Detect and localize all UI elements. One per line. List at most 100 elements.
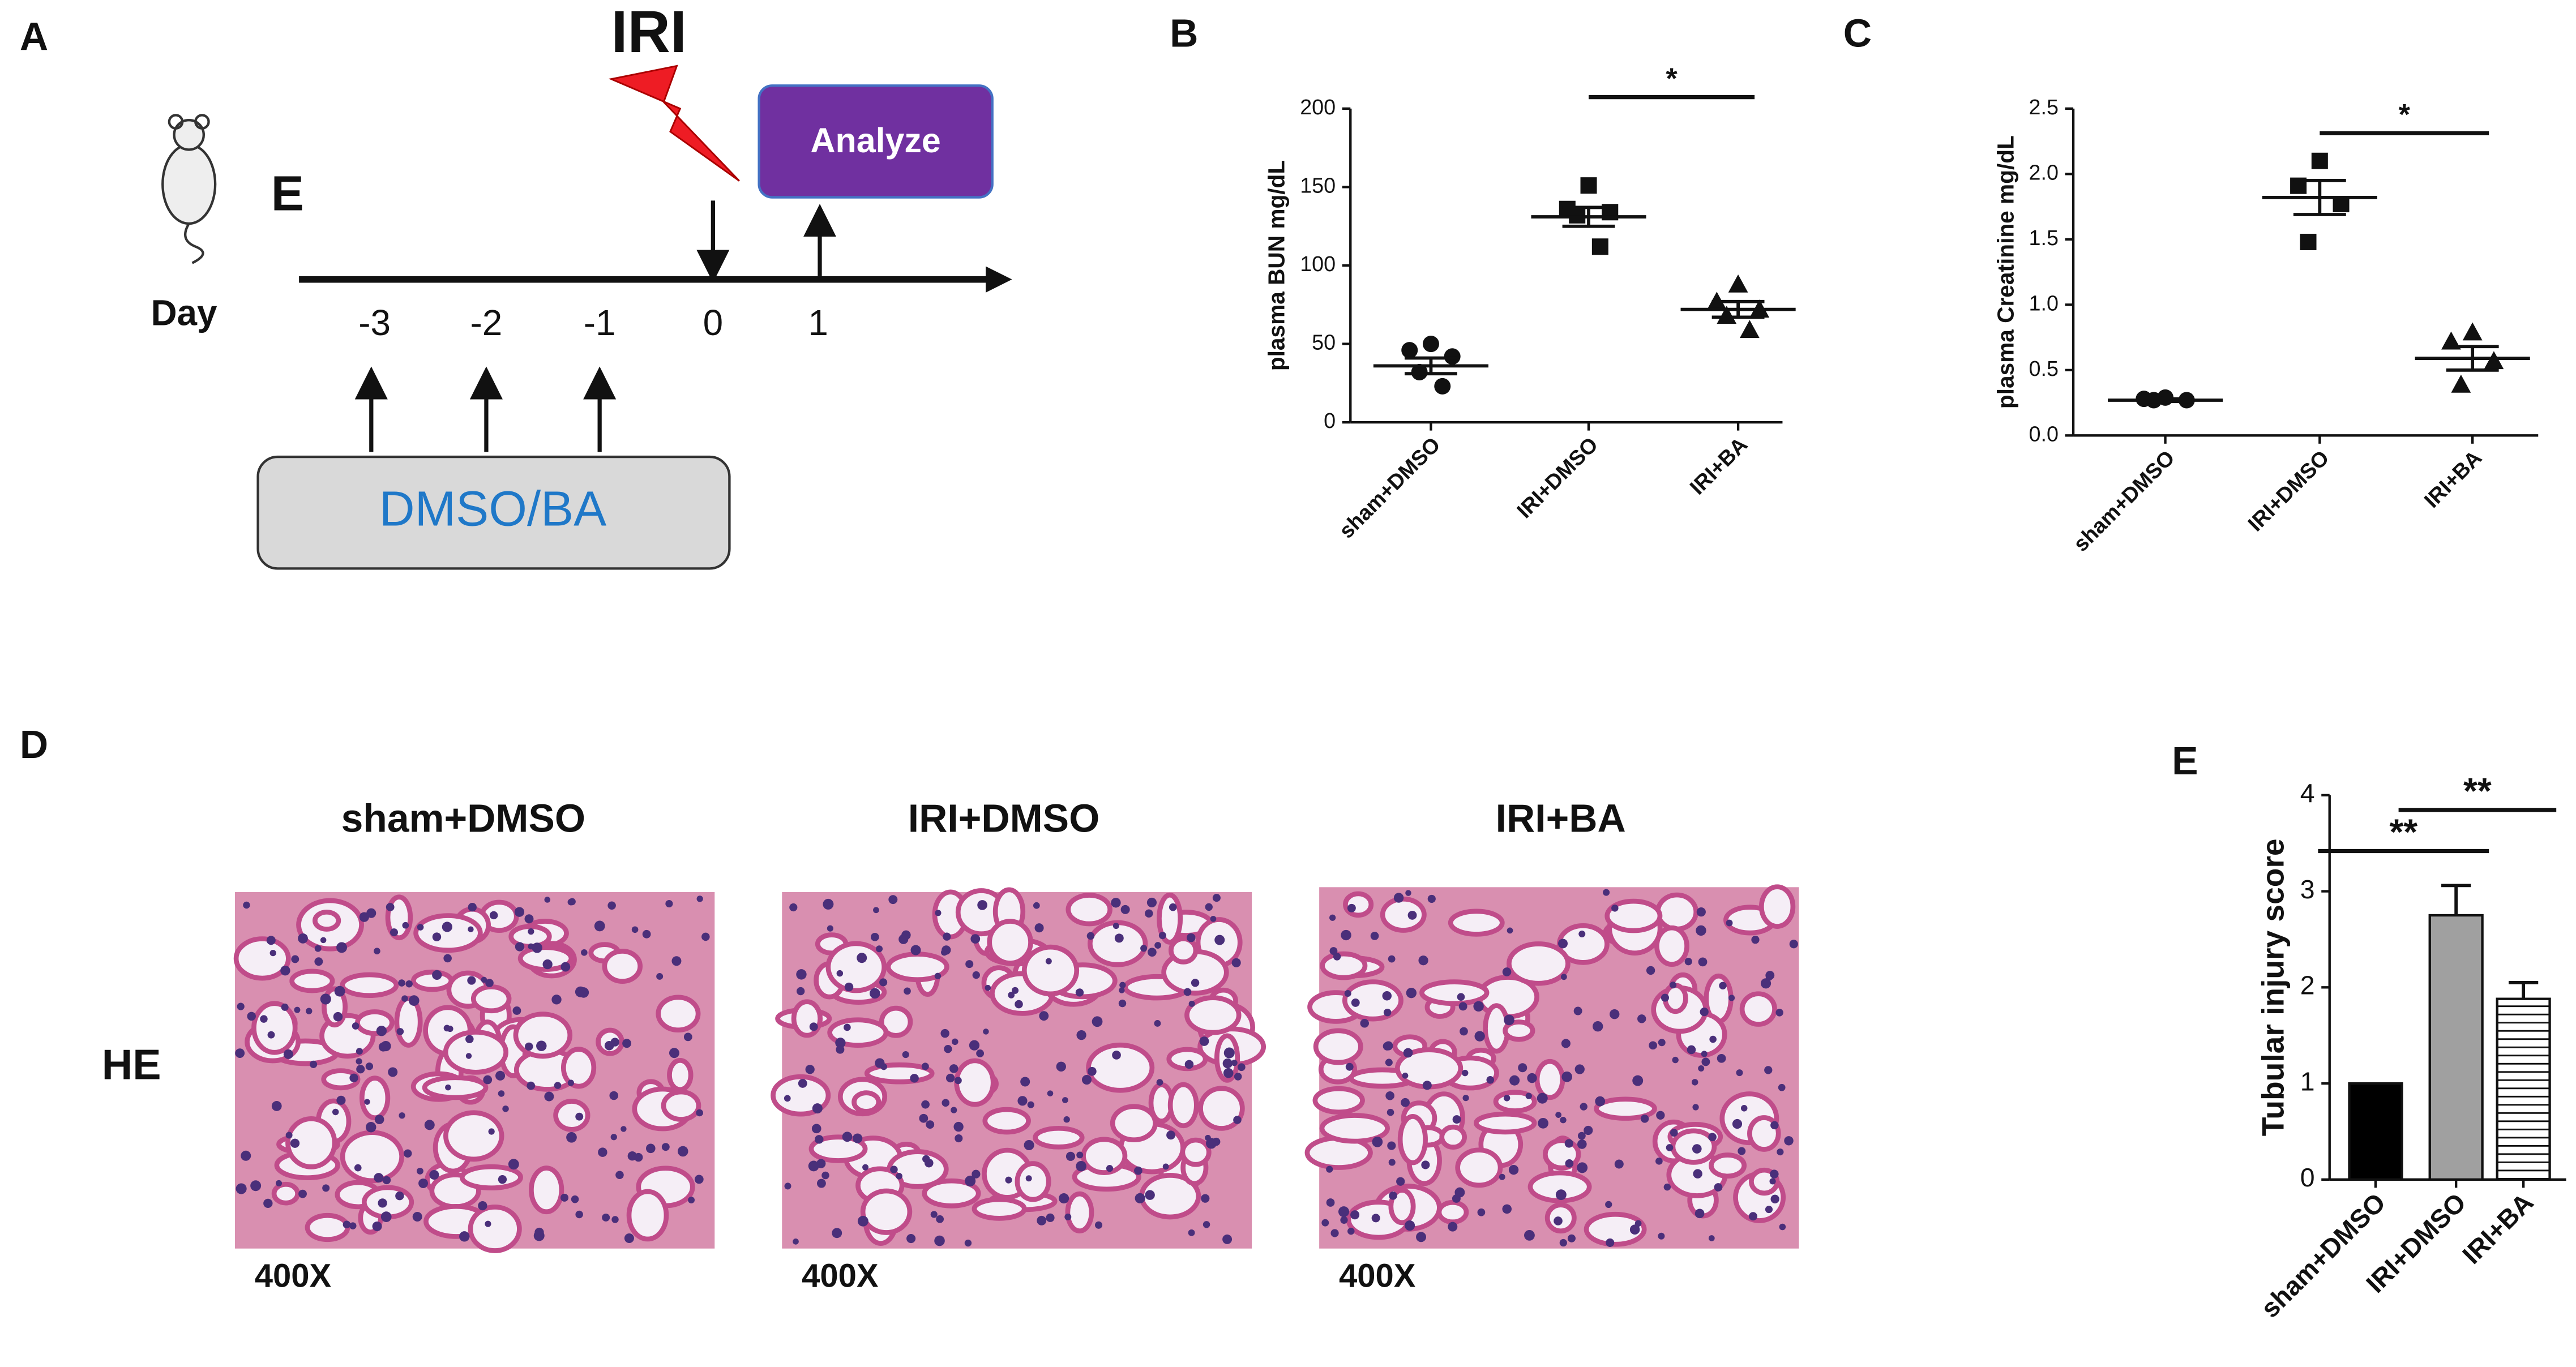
nucleus (247, 1012, 256, 1021)
nucleus (1698, 957, 1708, 967)
nucleus (844, 982, 854, 992)
histology-panels (233, 884, 1799, 1253)
nucleus (1561, 1039, 1571, 1048)
nucleus (1769, 1178, 1776, 1185)
tubule (972, 1197, 1027, 1221)
y-tick-label: 0.5 (2029, 357, 2059, 380)
tubule (626, 1189, 669, 1242)
tubule (359, 1075, 391, 1121)
nucleus (314, 945, 322, 952)
schedule-diagram: E Day IRI Analyze DMSO/BA (151, 0, 1012, 570)
nucleus (873, 907, 879, 914)
nucleus (1473, 1001, 1484, 1012)
point (1434, 378, 1451, 395)
nucleus (481, 976, 487, 983)
nucleus (1341, 929, 1351, 941)
tubule (529, 1165, 564, 1215)
tubule (553, 1099, 590, 1132)
tubule (1110, 1104, 1158, 1143)
nucleus (610, 1038, 619, 1047)
nucleus (349, 1222, 357, 1229)
nucleus (1205, 903, 1213, 911)
nucleus (811, 1124, 821, 1134)
nucleus (1509, 1075, 1520, 1086)
nucleus (875, 1058, 885, 1068)
y-tick-label: 100 (1300, 252, 1336, 276)
magnification-label: 400X (802, 1257, 879, 1294)
nucleus (374, 948, 380, 955)
nucleus (1592, 1021, 1603, 1032)
nucleus (976, 1049, 985, 1057)
nucleus (1383, 1008, 1392, 1017)
nucleus (1237, 1063, 1246, 1072)
nucleus (921, 1062, 929, 1070)
nucleus (898, 934, 909, 944)
nucleus (432, 932, 442, 941)
nucleus (972, 1169, 981, 1179)
nucleus (1393, 893, 1404, 903)
nucleus (1086, 932, 1095, 940)
nucleus (336, 942, 347, 953)
nucleus (609, 1091, 619, 1100)
nucleus (953, 1121, 964, 1132)
nucleus (1770, 1194, 1779, 1203)
nucleus (1728, 995, 1735, 1001)
nucleus (243, 901, 250, 909)
nucleus (534, 1227, 544, 1237)
nucleus (1402, 1072, 1409, 1079)
point (1580, 177, 1597, 194)
nucleus (443, 1025, 451, 1032)
tubule (443, 1030, 508, 1075)
tubule (1021, 944, 1080, 997)
nucleus (571, 1195, 579, 1203)
nucleus (1603, 889, 1610, 896)
nucleus (1024, 1139, 1034, 1151)
nucleus (642, 929, 651, 939)
day-tick-label: 1 (808, 302, 828, 343)
nucleus (508, 1159, 519, 1170)
nucleus (796, 987, 805, 996)
nucleus (784, 1095, 791, 1102)
nucleus (1477, 1208, 1486, 1216)
nucleus (1008, 992, 1015, 999)
nucleus (343, 1220, 351, 1229)
nucleus (1212, 894, 1221, 902)
nucleus (429, 1169, 439, 1180)
nucleus (320, 937, 327, 944)
tubule (1534, 1059, 1565, 1100)
nucleus (1760, 978, 1771, 989)
animal-label: E (271, 166, 304, 221)
x-tick-label: sham+DMSO (2255, 1188, 2391, 1323)
nucleus (1454, 1187, 1465, 1198)
nucleus (1687, 1045, 1696, 1055)
nucleus (870, 932, 879, 941)
y-tick-label: 200 (1300, 95, 1336, 119)
nucleus (566, 1132, 577, 1143)
nucleus (575, 986, 586, 997)
nucleus (1448, 1222, 1458, 1232)
nucleus (669, 1048, 679, 1059)
bar (2348, 1082, 2403, 1181)
nucleus (1222, 1234, 1233, 1244)
nucleus (844, 1023, 851, 1031)
nucleus (320, 993, 331, 1005)
tubule (1380, 896, 1427, 933)
nucleus (879, 978, 888, 987)
nucleus (445, 1084, 451, 1091)
error-bar (1711, 299, 1765, 319)
y-tick-label: 1 (2300, 1066, 2315, 1096)
nucleus (1751, 936, 1760, 944)
nucleus (983, 1029, 989, 1035)
nucleus (1385, 1091, 1394, 1100)
nucleus (349, 1073, 358, 1082)
nucleus (418, 1179, 428, 1188)
nucleus (1698, 1065, 1705, 1072)
nucleus (1188, 1000, 1195, 1007)
nucleus (1154, 1020, 1161, 1027)
y-tick-label: 2.5 (2029, 95, 2059, 119)
nucleus (1187, 933, 1196, 942)
tubule (410, 969, 454, 992)
nucleus (694, 1175, 704, 1184)
nucleus (390, 928, 398, 937)
y-tick-label: 1.5 (2029, 226, 2059, 250)
